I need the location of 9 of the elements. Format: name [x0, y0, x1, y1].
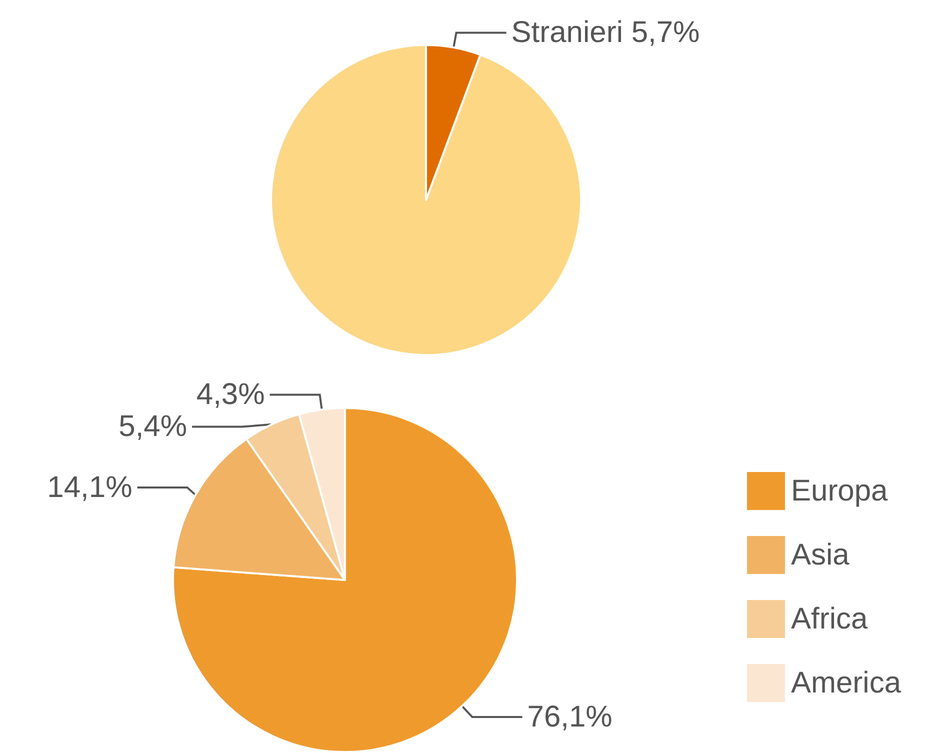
data-label: 4,3%	[196, 378, 265, 412]
data-label: 14,1%	[47, 471, 132, 504]
legend-label: Europa	[791, 474, 888, 508]
legend-label: Africa	[791, 602, 868, 636]
legend-label: Asia	[791, 538, 850, 572]
data-label: 5,4%	[118, 410, 188, 444]
slice-label: Stranieri 5,7%	[511, 16, 700, 50]
legend-label: America	[791, 666, 902, 700]
data-label: 76,1%	[527, 700, 612, 734]
